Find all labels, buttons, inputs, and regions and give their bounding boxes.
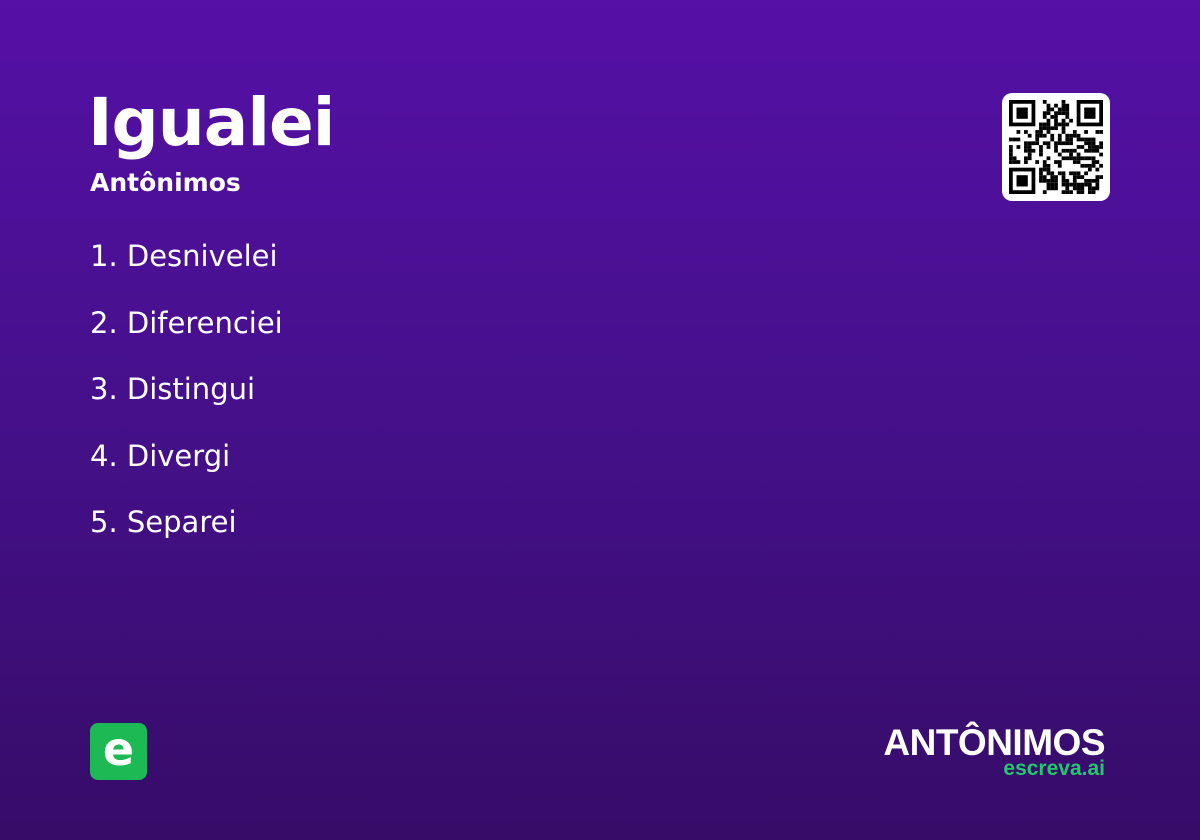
logo-letter: e bbox=[102, 721, 135, 776]
list-item: 2. Diferenciei bbox=[90, 305, 283, 340]
word-title: Igualei bbox=[88, 84, 335, 161]
brand-word: ANTÔNIMOS bbox=[883, 722, 1105, 763]
escreva-logo: e bbox=[90, 723, 147, 780]
brand-site: escreva.ai bbox=[1003, 757, 1105, 780]
list-item: 1. Desnivelei bbox=[90, 239, 278, 273]
category-subtitle: Antônimos bbox=[90, 168, 241, 197]
qr-code-icon bbox=[1002, 93, 1110, 201]
list-item: 5. Separei bbox=[90, 505, 237, 539]
brand-logo: ANTÔNIMOS escreva.ai bbox=[883, 722, 1105, 780]
list-item: 4. Divergi bbox=[90, 438, 231, 473]
list-item: 3. Distingui bbox=[90, 372, 256, 406]
antonym-list: 1. Desnivelei 2. Diferenciei 3. Distingu… bbox=[90, 236, 283, 569]
